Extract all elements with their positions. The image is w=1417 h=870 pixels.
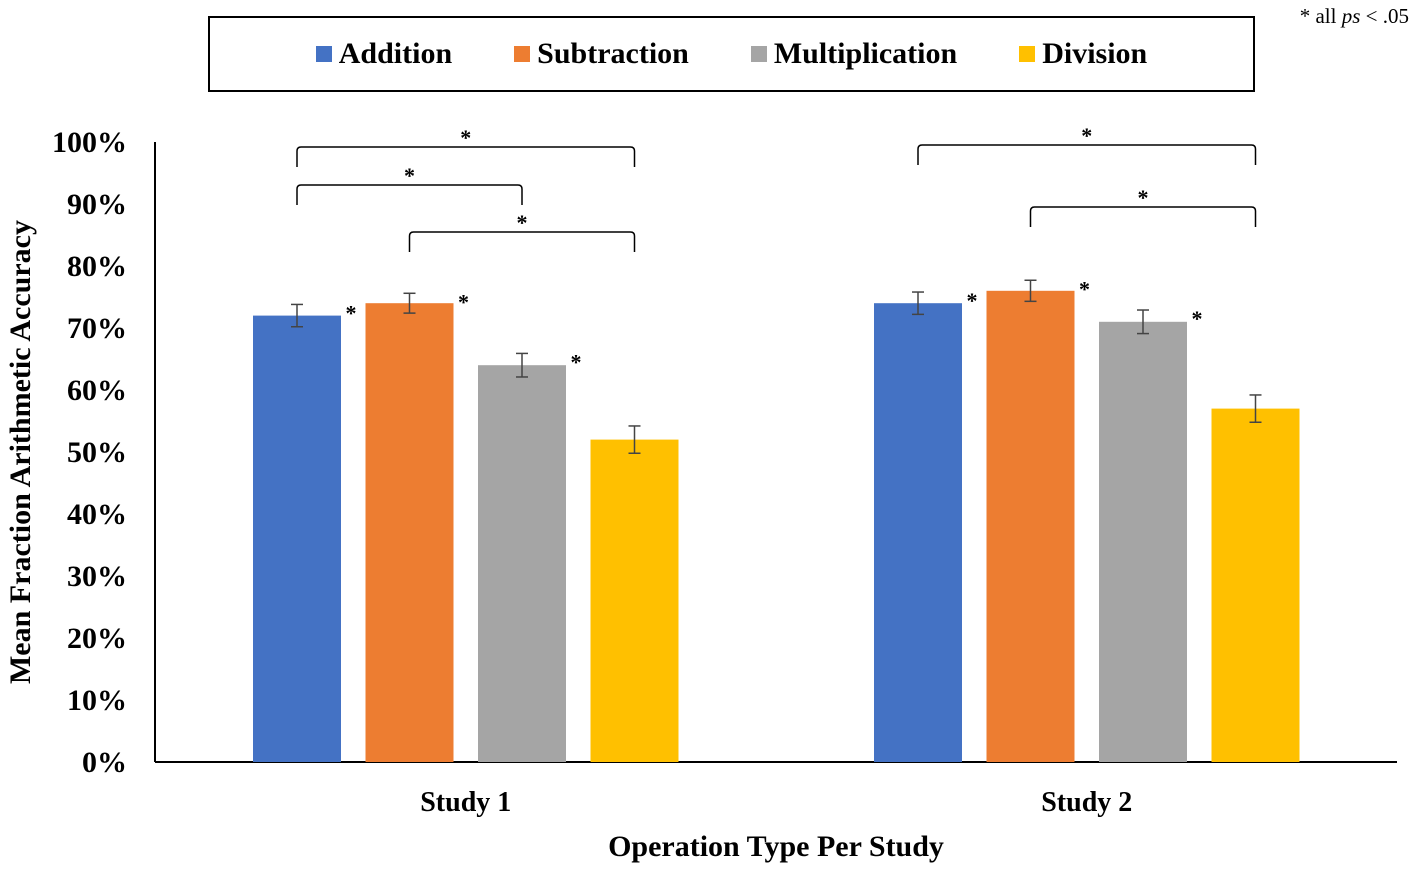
bracket-star: * [404, 163, 415, 188]
y-tick-label: 40% [67, 498, 127, 531]
significance-star: * [1192, 306, 1203, 331]
bar-subtraction [365, 303, 454, 762]
significance-bracket [917, 144, 1257, 165]
x-axis-label: Operation Type Per Study [608, 830, 944, 863]
legend-item: Addition [315, 37, 453, 71]
y-tick-label: 100% [52, 126, 127, 159]
bracket-star: * [517, 210, 528, 235]
significance-star: * [967, 288, 978, 313]
legend-swatch [750, 46, 767, 62]
bar-multiplication [478, 365, 566, 762]
x-tick-label: Study 1 [420, 787, 511, 818]
bar-subtraction [986, 290, 1075, 762]
legend-label: Subtraction [537, 37, 689, 70]
legend-item: Multiplication [750, 37, 958, 71]
legend-swatch [1019, 46, 1036, 62]
legend-item: Division [1019, 37, 1147, 71]
significance-bracket [296, 146, 636, 167]
bar-division [590, 439, 679, 762]
bar-addition [874, 303, 962, 762]
note-italic: ps [1341, 4, 1361, 28]
y-tick-label: 0% [82, 746, 127, 779]
significance-bracket [408, 231, 636, 252]
bar-division [1211, 408, 1300, 762]
note-prefix: * all [1299, 4, 1342, 28]
y-tick-label: 10% [67, 684, 127, 717]
bar-multiplication [1099, 321, 1187, 762]
legend-label: Multiplication [773, 37, 958, 70]
note-suffix: < .05 [1360, 4, 1409, 28]
y-tick-label: 50% [67, 436, 127, 469]
bracket-star: * [1138, 185, 1149, 210]
y-axis-label: Mean Fraction Arithmetic Accuracy [4, 220, 37, 684]
x-tick-label: Study 2 [1041, 787, 1132, 818]
significance-note: * all ps < .05 [1300, 4, 1409, 29]
significance-star: * [346, 300, 357, 325]
y-tick-label: 80% [67, 250, 127, 283]
significance-star: * [571, 349, 582, 374]
significance-star: * [1079, 276, 1090, 301]
legend-label: Division [1042, 37, 1148, 70]
legend-swatch [315, 46, 332, 62]
bracket-star: * [1081, 123, 1092, 148]
bracket-star: * [460, 125, 471, 150]
legend: Addition Subtraction Multiplication Divisio… [208, 16, 1255, 92]
y-tick-label: 20% [67, 622, 127, 655]
y-tick-label: 30% [67, 560, 127, 593]
y-tick-label: 90% [67, 188, 127, 221]
legend-swatch [514, 46, 531, 62]
significance-star: * [458, 289, 469, 314]
legend-label: Addition [338, 37, 453, 70]
y-tick-label: 70% [67, 312, 127, 345]
bar-addition [253, 315, 341, 762]
significance-bracket [1029, 206, 1257, 227]
significance-bracket [296, 184, 523, 205]
legend-item: Subtraction [514, 37, 689, 71]
y-tick-label: 60% [67, 374, 127, 407]
